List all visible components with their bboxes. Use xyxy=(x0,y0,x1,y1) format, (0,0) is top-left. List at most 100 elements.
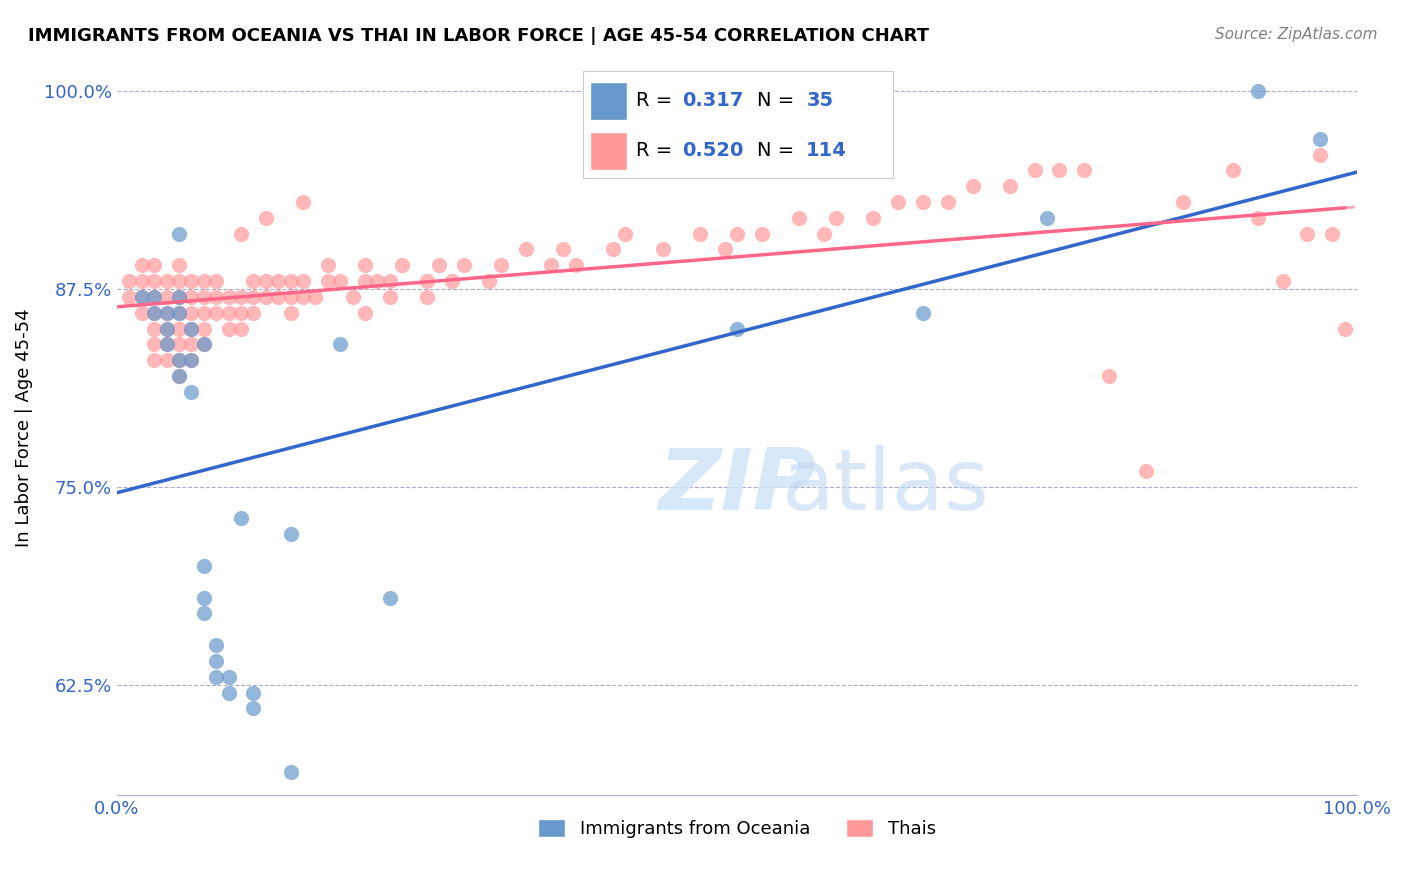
Point xyxy=(167,353,190,368)
Point xyxy=(813,227,835,241)
Text: ZIP: ZIP xyxy=(658,445,815,528)
Point xyxy=(143,258,166,272)
Point xyxy=(391,258,413,272)
Point xyxy=(167,227,190,241)
Point xyxy=(180,353,202,368)
Point xyxy=(218,685,240,699)
Point xyxy=(1271,274,1294,288)
Point xyxy=(291,290,314,304)
Text: 0.317: 0.317 xyxy=(682,91,744,110)
Point xyxy=(229,227,252,241)
Point xyxy=(143,306,166,320)
Point xyxy=(378,290,401,304)
Point xyxy=(1247,211,1270,225)
Bar xyxy=(589,82,627,120)
Point xyxy=(155,306,177,320)
Text: IMMIGRANTS FROM OCEANIA VS THAI IN LABOR FORCE | AGE 45-54 CORRELATION CHART: IMMIGRANTS FROM OCEANIA VS THAI IN LABOR… xyxy=(28,27,929,45)
Point xyxy=(291,194,314,209)
Point xyxy=(254,274,277,288)
Point xyxy=(143,290,166,304)
Text: R =: R = xyxy=(636,141,679,160)
Point xyxy=(1173,194,1195,209)
Point xyxy=(316,274,339,288)
Point xyxy=(1333,321,1355,335)
Point xyxy=(440,274,463,288)
Point xyxy=(205,290,228,304)
Point xyxy=(155,321,177,335)
Point xyxy=(180,321,202,335)
Point xyxy=(193,306,215,320)
Point xyxy=(193,607,215,621)
Text: 35: 35 xyxy=(806,91,834,110)
Point xyxy=(180,306,202,320)
Point xyxy=(229,306,252,320)
Point xyxy=(193,337,215,351)
Point xyxy=(155,290,177,304)
Point xyxy=(218,290,240,304)
Point xyxy=(218,670,240,684)
Point xyxy=(416,290,439,304)
Y-axis label: In Labor Force | Age 45-54: In Labor Force | Age 45-54 xyxy=(15,309,32,547)
Point xyxy=(911,306,934,320)
Point xyxy=(614,227,637,241)
Point xyxy=(143,337,166,351)
Point xyxy=(167,369,190,384)
Point xyxy=(242,274,264,288)
Point xyxy=(378,274,401,288)
Point xyxy=(602,243,624,257)
Point xyxy=(167,337,190,351)
Point xyxy=(193,591,215,605)
Point xyxy=(1222,163,1244,178)
Point xyxy=(998,179,1021,194)
Point xyxy=(911,194,934,209)
Point xyxy=(229,321,252,335)
Point xyxy=(429,258,451,272)
Point xyxy=(242,290,264,304)
Point xyxy=(1024,163,1046,178)
Point xyxy=(291,274,314,288)
Point xyxy=(193,558,215,573)
Point xyxy=(751,227,773,241)
Point xyxy=(180,337,202,351)
Point xyxy=(354,258,377,272)
Point xyxy=(1322,227,1344,241)
Point xyxy=(1098,369,1121,384)
Point xyxy=(725,321,748,335)
Text: R =: R = xyxy=(636,91,679,110)
Point xyxy=(713,243,735,257)
Point xyxy=(254,290,277,304)
Point xyxy=(354,274,377,288)
Point xyxy=(167,306,190,320)
Point xyxy=(193,290,215,304)
Point xyxy=(304,290,326,304)
Point xyxy=(280,527,302,541)
Point xyxy=(478,274,501,288)
Point xyxy=(787,211,810,225)
Point xyxy=(155,337,177,351)
Point xyxy=(553,243,575,257)
Point xyxy=(180,274,202,288)
Point xyxy=(1073,163,1095,178)
Point xyxy=(167,353,190,368)
Point xyxy=(267,274,290,288)
Point xyxy=(180,321,202,335)
Point xyxy=(689,227,711,241)
Point xyxy=(131,306,153,320)
Point xyxy=(1296,227,1319,241)
Text: 114: 114 xyxy=(806,141,846,160)
Point xyxy=(453,258,475,272)
Point xyxy=(725,227,748,241)
Point xyxy=(280,306,302,320)
Point xyxy=(229,290,252,304)
Text: atlas: atlas xyxy=(782,445,990,528)
Point xyxy=(118,290,141,304)
Point xyxy=(205,306,228,320)
Point xyxy=(887,194,910,209)
Point xyxy=(155,306,177,320)
Point xyxy=(143,274,166,288)
Point xyxy=(254,211,277,225)
Point xyxy=(218,321,240,335)
Point xyxy=(155,353,177,368)
Point xyxy=(1135,464,1157,478)
Point xyxy=(205,670,228,684)
